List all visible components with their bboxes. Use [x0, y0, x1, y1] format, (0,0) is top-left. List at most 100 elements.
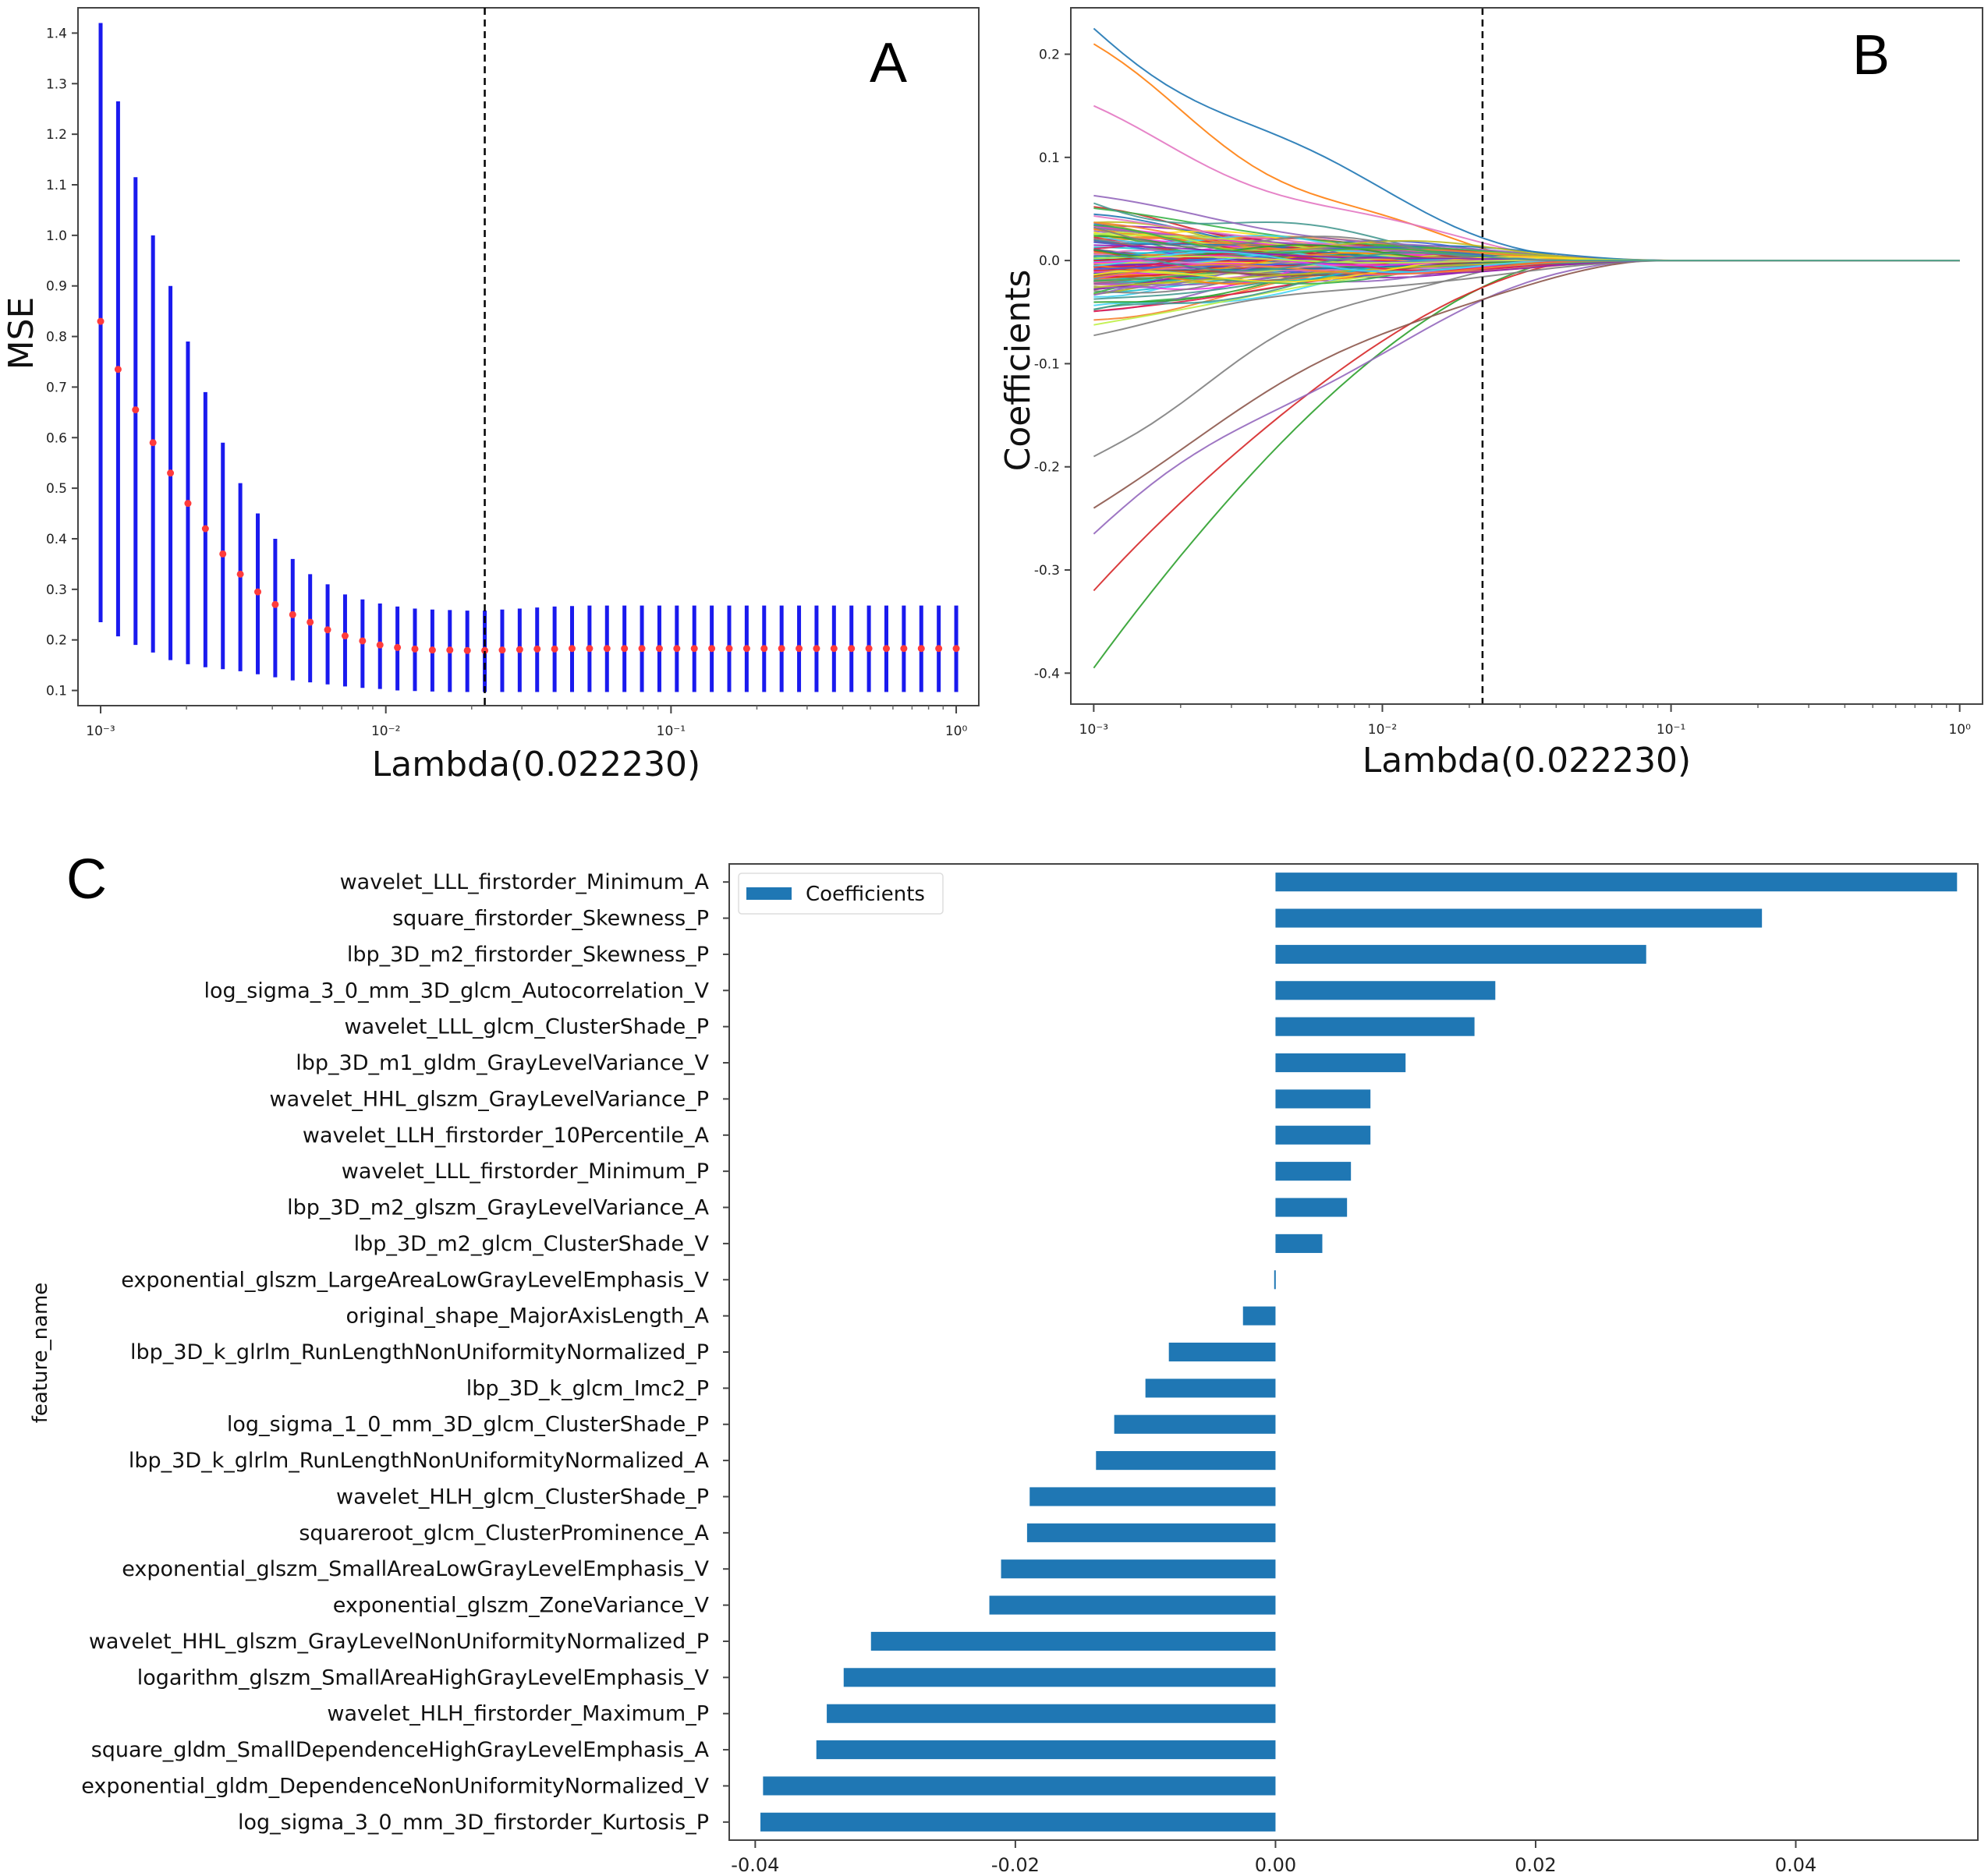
mean-point: [725, 645, 733, 653]
feature-label: exponential_glszm_ZoneVariance_V: [333, 1594, 710, 1618]
y-tick-label: 0.0: [1039, 253, 1060, 269]
x-tick-label: 10⁻³: [86, 724, 115, 739]
mean-point: [97, 317, 105, 325]
feature-label: wavelet_HLH_glcm_ClusterShade_P: [336, 1485, 709, 1509]
feature-label: log_sigma_3_0_mm_3D_glcm_Autocorrelation…: [204, 979, 710, 1003]
mean-point: [882, 645, 890, 653]
feature-label: exponential_glszm_SmallAreaLowGrayLevelE…: [122, 1557, 709, 1581]
feature-label: lbp_3D_k_glrlm_RunLengthNonUniformityNor…: [129, 1449, 710, 1473]
x-tick-label: 10⁰: [945, 724, 968, 739]
mean-point: [236, 570, 244, 578]
y-tick-label: 0.2: [46, 633, 67, 649]
y-tick-label: -0.1: [1034, 356, 1060, 372]
mean-point: [201, 525, 209, 533]
mean-point: [917, 645, 925, 653]
mean-point: [673, 645, 681, 653]
mean-point: [778, 645, 785, 653]
coefficient-bar: [1242, 1306, 1276, 1326]
y-tick-label: 0.1: [1039, 150, 1060, 166]
feature-label: squareroot_glcm_ClusterProminence_A: [299, 1521, 709, 1545]
y-tick-label: 1.2: [46, 127, 67, 143]
y-tick-label: 0.9: [46, 279, 67, 295]
x-axis-label: Lambda(0.022230): [372, 745, 700, 784]
mean-point: [428, 646, 436, 654]
x-tick-label: 10⁻³: [1079, 722, 1108, 738]
coefficient-path: [1093, 27, 1960, 262]
mean-point: [114, 366, 122, 373]
legend-label: Coefficients: [806, 883, 925, 906]
x-tick-label: 0.02: [1515, 1854, 1556, 1876]
feature-label: wavelet_LLL_firstorder_Minimum_A: [340, 870, 710, 894]
mean-point: [796, 645, 803, 653]
mean-point: [324, 626, 331, 634]
y-axis-label: Coefficients: [998, 270, 1038, 472]
panel-b-letter: B: [1852, 24, 1890, 87]
mean-point: [184, 500, 192, 508]
panel-b-frame: [1070, 7, 1983, 705]
mean-point: [219, 550, 227, 557]
y-tick-label: 0.2: [1039, 48, 1060, 63]
mean-point: [586, 645, 594, 653]
y-tick-label: 1.1: [46, 178, 67, 193]
mean-point: [481, 646, 489, 654]
feature-label: exponential_glszm_LargeAreaLowGrayLevelE…: [121, 1268, 709, 1292]
x-tick-label: -0.04: [731, 1854, 779, 1876]
legend-swatch: [746, 887, 792, 900]
panel-a-frame: [77, 7, 980, 706]
mean-point: [289, 611, 296, 618]
x-tick-label: 10⁻¹: [657, 724, 686, 739]
mean-point: [359, 637, 367, 645]
mean-point: [813, 645, 820, 653]
coefficient-bar: [1274, 1270, 1276, 1290]
coefficient-bar: [1275, 1053, 1406, 1073]
mean-point: [569, 645, 576, 653]
coefficient-path: [1093, 260, 1960, 509]
feature-label: original_shape_MajorAxisLength_A: [346, 1304, 710, 1329]
feature-label: lbp_3D_m2_glcm_ClusterShade_V: [354, 1232, 710, 1256]
mean-point: [603, 645, 611, 653]
feature-label: wavelet_LLL_firstorder_Minimum_P: [342, 1159, 709, 1184]
y-tick-label: 1.4: [46, 26, 67, 41]
mean-point: [900, 645, 908, 653]
coefficient-path: [1093, 252, 1960, 272]
x-tick-label: -0.02: [991, 1854, 1040, 1876]
mean-point: [638, 645, 646, 653]
y-tick-label: 0.8: [46, 330, 67, 345]
feature-label: square_firstorder_Skewness_P: [392, 907, 709, 931]
feature-label: square_gldm_SmallDependenceHighGrayLevel…: [91, 1738, 710, 1762]
coefficient-path: [1093, 260, 1960, 592]
y-axis-label: feature_name: [29, 1283, 52, 1424]
coefficient-bar: [1145, 1379, 1276, 1398]
coefficient-path: [1093, 260, 1960, 458]
feature-label: lbp_3D_m2_firstorder_Skewness_P: [347, 943, 709, 967]
coefficient-bar: [760, 1812, 1276, 1832]
mean-point: [952, 645, 960, 653]
panel-b: 0.2 0.1 0.0 -0.1 -0.2 -0.3 -0.4 10⁻³ 10⁻² 10⁻¹ 10⁰…: [998, 7, 1983, 780]
coefficient-bar: [1275, 1198, 1348, 1217]
panel-c-letter: C: [66, 848, 107, 911]
coefficient-bar: [1275, 1234, 1323, 1253]
mean-point: [516, 646, 523, 653]
y-tick-label: 0.5: [46, 481, 67, 497]
y-tick-label: 0.3: [46, 582, 67, 598]
mean-point: [341, 632, 349, 639]
mean-point: [394, 643, 402, 651]
y-tick-label: 1.0: [46, 228, 67, 244]
mean-point: [621, 645, 629, 653]
coefficient-bar: [1275, 1089, 1371, 1109]
coefficient-bar: [989, 1595, 1276, 1615]
mean-point: [533, 645, 541, 653]
feature-label: log_sigma_3_0_mm_3D_firstorder_Kurtosis_…: [238, 1811, 709, 1835]
coefficient-bar: [1168, 1342, 1276, 1362]
feature-label: log_sigma_1_0_mm_3D_glcm_ClusterShade_P: [227, 1413, 709, 1437]
y-tick-label: 1.3: [46, 76, 67, 92]
feature-label: lbp_3D_m1_gldm_GrayLevelVariance_V: [296, 1051, 709, 1075]
mean-point: [463, 646, 471, 654]
feature-label: exponential_gldm_DependenceNonUniformity…: [81, 1774, 709, 1798]
y-tick-label: 0.6: [46, 430, 67, 446]
coefficient-bar: [1026, 1523, 1276, 1542]
mean-point: [271, 600, 279, 608]
feature-label: wavelet_LLH_firstorder_10Percentile_A: [303, 1124, 710, 1148]
mean-point: [132, 406, 140, 414]
